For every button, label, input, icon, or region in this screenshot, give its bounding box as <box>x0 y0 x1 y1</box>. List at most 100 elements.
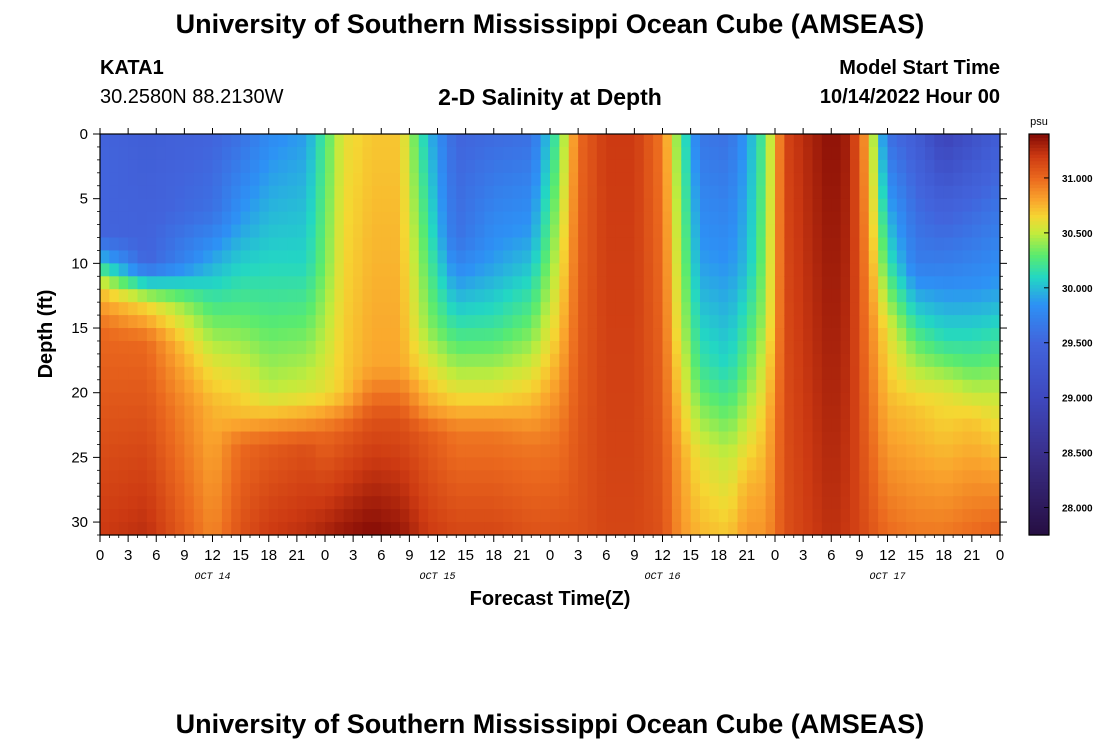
heatmap-cell <box>868 444 879 458</box>
heatmap-cell <box>315 509 326 523</box>
heatmap-cell <box>484 522 495 536</box>
heatmap-cell <box>953 250 964 264</box>
heatmap-cell <box>146 250 157 264</box>
heatmap-cell <box>118 276 129 290</box>
heatmap-cell <box>662 418 673 433</box>
heatmap-cell <box>615 172 626 187</box>
heatmap-cell <box>343 250 354 264</box>
colorbar-segment <box>1029 210 1049 215</box>
heatmap-cell <box>615 340 626 355</box>
heatmap-cell <box>465 418 476 433</box>
heatmap-cell <box>109 470 120 484</box>
heatmap-cell <box>446 496 457 510</box>
heatmap-cell <box>746 405 757 420</box>
heatmap-cell <box>775 522 785 536</box>
x-tick-label: 3 <box>574 547 582 564</box>
heatmap-cell <box>784 263 795 277</box>
heatmap-cell <box>671 366 682 381</box>
heatmap-cell <box>353 134 364 148</box>
heatmap-cell <box>784 198 795 213</box>
heatmap-cell <box>475 340 485 355</box>
heatmap-cell <box>193 211 204 226</box>
heatmap-cell <box>156 250 167 264</box>
heatmap-cell <box>437 366 448 381</box>
axes: 0 3 6 9 12 15 18 21 0 3 6 9 12 15 18 21 0 3 6 9 12 15 18 21 0 3 6 9… <box>71 126 1007 583</box>
heatmap-cell <box>371 405 382 420</box>
heatmap-cell <box>643 185 654 200</box>
colorbar-segment <box>1029 257 1049 262</box>
heatmap-cell <box>193 328 204 342</box>
heatmap-cell <box>737 134 748 148</box>
heatmap-cell <box>193 289 204 303</box>
heatmap-cell <box>193 522 204 536</box>
heatmap-cell <box>268 263 279 277</box>
heatmap-cell <box>606 444 617 458</box>
heatmap-cell <box>203 509 214 523</box>
heatmap-cell <box>728 379 739 394</box>
heatmap-cell <box>578 496 589 510</box>
heatmap-cell <box>821 418 832 433</box>
heatmap-cell <box>793 483 804 497</box>
heatmap-cell <box>671 392 682 407</box>
heatmap-cell <box>203 470 214 484</box>
heatmap-cell <box>240 509 251 523</box>
heatmap-cell <box>240 353 251 368</box>
heatmap-cell <box>512 379 523 394</box>
heatmap-cell <box>971 522 982 536</box>
heatmap-cell <box>868 418 879 433</box>
heatmap-cell <box>456 185 467 200</box>
heatmap-cell <box>653 340 664 355</box>
heatmap-cell <box>203 250 214 264</box>
heatmap-cell <box>756 146 767 161</box>
heatmap-cell <box>315 250 326 264</box>
heatmap-cell <box>756 379 767 394</box>
heatmap-cell <box>390 470 401 484</box>
heatmap-cell <box>240 185 251 200</box>
heatmap-cell <box>737 431 748 446</box>
heatmap-cell <box>915 250 926 264</box>
heatmap-cell <box>746 457 757 471</box>
heatmap-cell <box>231 431 242 446</box>
heatmap-cell <box>821 496 832 510</box>
heatmap-cell <box>990 250 1001 264</box>
heatmap-cell <box>212 405 223 420</box>
heatmap-cell <box>681 185 692 200</box>
heatmap-cell <box>165 134 176 148</box>
heatmap-cell <box>765 522 776 536</box>
heatmap-cell <box>409 276 420 290</box>
heatmap-cell <box>915 431 926 446</box>
heatmap-cell <box>203 159 214 174</box>
heatmap-cell <box>343 276 354 290</box>
colorbar-frame <box>1028 133 1050 536</box>
heatmap-cell <box>296 366 307 381</box>
heatmap-cell <box>268 146 279 161</box>
heatmap-cell <box>371 134 382 148</box>
heatmap-cell <box>418 496 429 510</box>
heatmap-cell <box>521 250 532 264</box>
heatmap-cell <box>925 470 935 484</box>
heatmap-cell <box>456 302 467 316</box>
heatmap-cell <box>915 496 926 510</box>
heatmap-cell <box>803 509 814 523</box>
colorbar-segment <box>1029 511 1049 516</box>
heatmap-cell <box>587 509 598 523</box>
heatmap-cell <box>250 340 260 355</box>
heatmap-cell <box>437 379 448 394</box>
colorbar-segment <box>1029 160 1049 165</box>
heatmap-cell <box>559 418 570 433</box>
heatmap-cell <box>334 444 345 458</box>
heatmap-cell <box>765 237 776 252</box>
heatmap-cell <box>887 392 898 407</box>
heatmap-cell <box>803 302 814 316</box>
heatmap-cell <box>840 328 851 342</box>
heatmap-cell <box>315 237 326 252</box>
heatmap-cell <box>746 315 757 329</box>
heatmap-cell <box>737 379 748 394</box>
heatmap-cell <box>559 263 570 277</box>
heatmap-cell <box>296 431 307 446</box>
heatmap-cell <box>334 289 345 303</box>
heatmap-cell <box>896 276 907 290</box>
heatmap-cell <box>184 250 195 264</box>
heatmap-cell <box>128 405 139 420</box>
heatmap-cell <box>100 263 110 277</box>
